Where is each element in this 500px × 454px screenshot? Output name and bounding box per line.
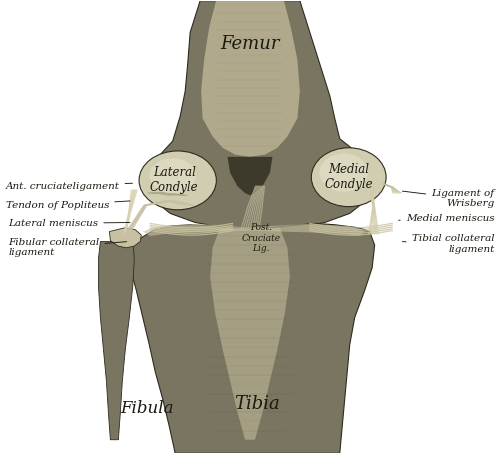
Polygon shape	[98, 242, 134, 440]
Ellipse shape	[150, 158, 196, 193]
Text: Post.
Cruciate
Lig.: Post. Cruciate Lig.	[242, 223, 281, 253]
Polygon shape	[143, 224, 364, 236]
Text: Tibial collateral
ligament: Tibial collateral ligament	[402, 235, 494, 254]
Text: Ant. cruciateligament: Ant. cruciateligament	[6, 182, 132, 191]
Text: Femur: Femur	[220, 35, 280, 53]
Ellipse shape	[139, 151, 216, 210]
Text: Medial
Condyle: Medial Condyle	[324, 163, 373, 191]
Text: Tendon of Popliteus: Tendon of Popliteus	[6, 201, 130, 210]
Ellipse shape	[320, 153, 368, 192]
Text: Tibia: Tibia	[234, 395, 281, 414]
Text: Medial meniscus: Medial meniscus	[398, 214, 494, 223]
Polygon shape	[110, 228, 142, 248]
Ellipse shape	[312, 148, 386, 207]
Polygon shape	[130, 223, 374, 453]
Polygon shape	[148, 1, 372, 229]
Text: Fibular collateral
ligament: Fibular collateral ligament	[8, 237, 126, 257]
Polygon shape	[210, 228, 290, 440]
Text: Ligament of
Wrisberg: Ligament of Wrisberg	[402, 189, 494, 208]
Text: Fibula: Fibula	[120, 400, 174, 417]
Polygon shape	[228, 157, 272, 195]
Polygon shape	[201, 1, 300, 157]
Text: Lateral meniscus: Lateral meniscus	[8, 219, 130, 228]
Text: Lateral
Condyle: Lateral Condyle	[150, 166, 198, 194]
